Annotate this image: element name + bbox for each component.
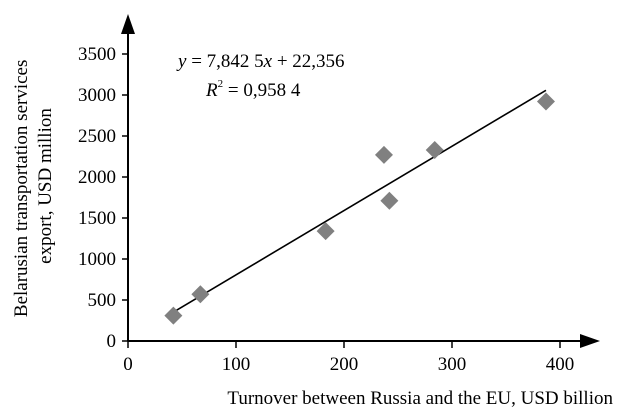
y-tick-label: 2500 xyxy=(78,126,116,147)
r2-var: R xyxy=(205,80,218,101)
x-tick-label: 200 xyxy=(330,354,359,375)
data-point xyxy=(191,285,210,304)
y-ticks: 0 500 1000 1500 2000 2500 3000 3500 xyxy=(78,44,128,352)
y-axis-label-line-1: Belarusian transportation services xyxy=(11,60,32,317)
equation-x-var: x xyxy=(263,51,273,72)
r2-exponent: 2 xyxy=(218,78,224,90)
r-squared: R2 = 0,958 4 xyxy=(205,78,301,101)
data-point xyxy=(316,222,335,241)
y-axis-label-line-2: export, USD million xyxy=(35,108,56,264)
y-tick-label: 500 xyxy=(88,290,117,311)
y-axis-arrow xyxy=(121,14,135,34)
trendline xyxy=(170,89,547,315)
equation-slope: = 7,842 5 xyxy=(186,51,263,72)
regression-equation: y = 7,842 5x + 22,356 xyxy=(176,51,345,72)
data-point xyxy=(374,145,393,164)
x-tick-label: 400 xyxy=(546,354,575,375)
data-point xyxy=(164,306,183,325)
r2-value: = 0,958 4 xyxy=(223,80,301,101)
y-tick-label: 1500 xyxy=(78,208,116,229)
x-ticks: 0 100 200 300 400 xyxy=(123,341,574,375)
y-tick-label: 3000 xyxy=(78,85,116,106)
x-tick-label: 0 xyxy=(123,354,133,375)
x-tick-label: 100 xyxy=(222,354,251,375)
x-tick-label: 300 xyxy=(438,354,467,375)
y-tick-label: 1000 xyxy=(78,249,116,270)
y-axis-label: Belarusian transportation services expor… xyxy=(11,55,56,317)
data-points xyxy=(164,92,555,325)
x-axis-label: Turnover between Russia and the EU, USD … xyxy=(227,388,613,409)
y-tick-label: 3500 xyxy=(78,44,116,65)
data-point xyxy=(536,92,555,111)
y-tick-label: 0 xyxy=(107,331,117,352)
trendline-group xyxy=(170,89,547,315)
equation-intercept: + 22,356 xyxy=(272,51,344,72)
data-point xyxy=(425,140,444,159)
x-axis-arrow xyxy=(580,334,600,348)
y-tick-label: 2000 xyxy=(78,167,116,188)
data-point xyxy=(380,191,399,210)
equation-y-var: y xyxy=(176,51,187,72)
